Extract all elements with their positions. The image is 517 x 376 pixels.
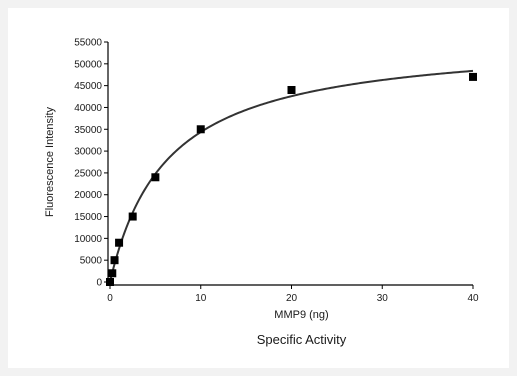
y-tick-label: 25000 [74, 168, 102, 179]
x-tick-label: 20 [286, 293, 298, 304]
data-point [469, 72, 477, 81]
data-point [106, 278, 114, 286]
y-axis-ticks: 0 5000 10000 15000 20000 25000 30000 35000 40000… [74, 38, 108, 289]
y-tick-label: 5000 [80, 256, 103, 267]
chart-caption: Specific Activity [257, 332, 347, 347]
data-point [196, 125, 205, 134]
y-tick-label: 0 [96, 278, 102, 289]
y-tick-label: 55000 [74, 38, 102, 49]
y-tick-label: 40000 [74, 103, 102, 114]
data-point [110, 256, 119, 265]
x-tick-label: 0 [107, 293, 113, 304]
y-tick-label: 15000 [74, 212, 102, 223]
x-axis-ticks: 0 10 20 30 40 [107, 285, 479, 304]
y-tick-label: 45000 [74, 81, 102, 92]
y-axis-title: Fluorescence Intensity [44, 106, 56, 217]
data-points [106, 72, 477, 286]
chart: 0 5000 10000 15000 20000 25000 30000 35000 40000… [44, 38, 479, 348]
x-tick-label: 40 [467, 293, 479, 304]
data-point [151, 173, 160, 182]
y-tick-label: 10000 [74, 234, 102, 245]
x-axis-title: MMP9 (ng) [274, 309, 328, 321]
y-tick-label: 30000 [74, 147, 102, 158]
chart-panel: 0 5000 10000 15000 20000 25000 30000 35000 40000… [8, 8, 509, 368]
data-point [108, 269, 117, 278]
y-tick-label: 20000 [74, 190, 102, 201]
data-point [128, 212, 137, 221]
data-point [115, 238, 124, 247]
x-tick-label: 10 [195, 293, 207, 304]
y-tick-label: 35000 [74, 125, 102, 136]
fit-curve [109, 69, 474, 283]
y-tick-label: 50000 [74, 59, 102, 70]
x-tick-label: 30 [377, 293, 389, 304]
data-point [287, 86, 296, 94]
